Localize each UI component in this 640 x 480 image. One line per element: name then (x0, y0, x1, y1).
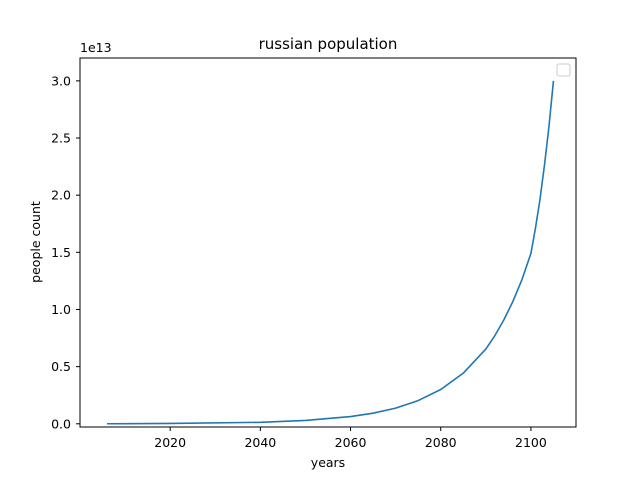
plot-area (79, 57, 577, 428)
y-tick-label: 1.0 (51, 302, 71, 317)
legend-box (556, 63, 571, 77)
x-tick-label: 2040 (244, 435, 276, 450)
axes-frame (79, 57, 577, 428)
x-axis-label: years (311, 455, 345, 470)
y-axis-label: people count (28, 201, 43, 283)
y-tick-label: 2.0 (51, 188, 71, 203)
x-axis-ticks: 2020 2040 2060 2080 2100 (154, 427, 547, 450)
y-tick-label: 3.0 (51, 73, 71, 88)
y-tick-label: 0.5 (51, 359, 71, 374)
y-tick-label: 2.5 (51, 131, 71, 146)
x-tick-label: 2060 (335, 435, 367, 450)
x-tick-label: 2080 (425, 435, 457, 450)
y-tick-label: 0.0 (51, 416, 71, 431)
legend (556, 63, 571, 77)
y-offset-label: 1e13 (80, 40, 112, 55)
x-tick-label: 2020 (154, 435, 186, 450)
x-tick-label: 2100 (515, 435, 547, 450)
chart-title: russian population (259, 35, 398, 53)
population-series-line (107, 80, 555, 425)
y-axis-ticks: 0.0 0.5 1.0 1.5 2.0 2.5 3.0 (51, 73, 80, 431)
y-tick-label: 1.5 (51, 245, 71, 260)
